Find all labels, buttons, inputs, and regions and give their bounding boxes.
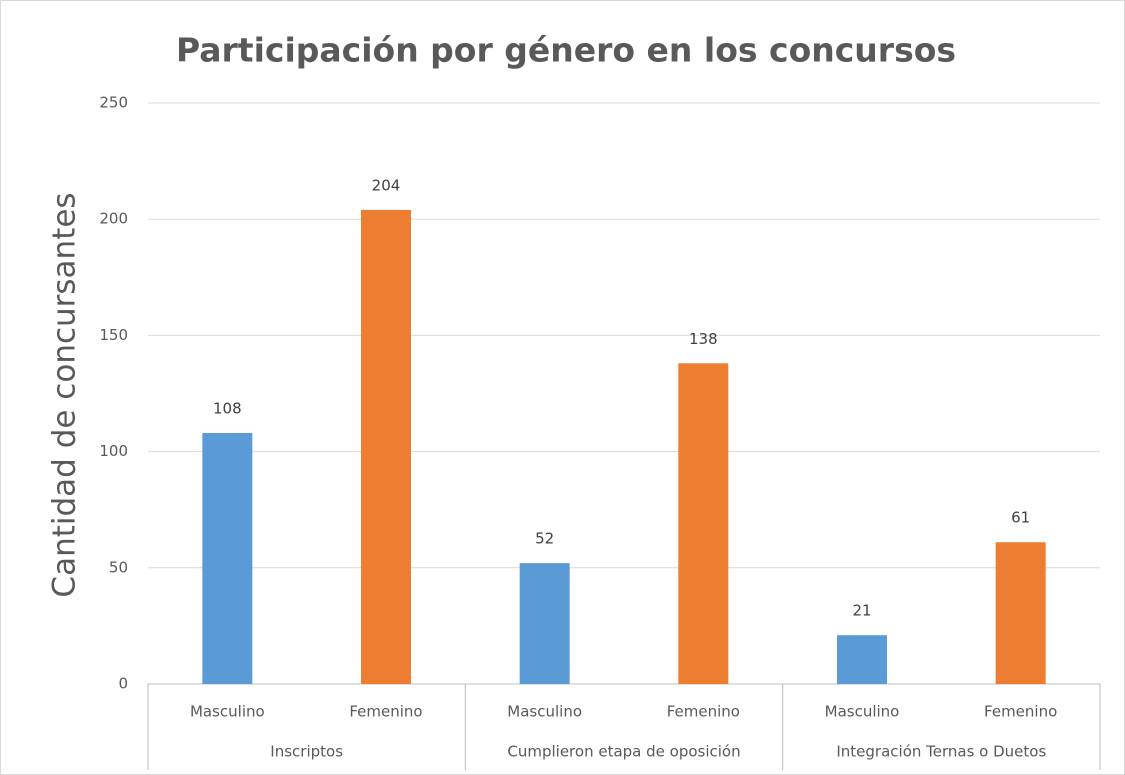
data-label: 61 (1011, 509, 1030, 527)
chart-title: Participación por género en los concurso… (176, 31, 956, 70)
bar (995, 542, 1046, 684)
bar (519, 563, 570, 684)
y-tick-label: 150 (99, 326, 128, 344)
y-tick-label: 100 (99, 442, 128, 460)
data-label: 138 (689, 330, 718, 348)
x-tick-label: Femenino (349, 703, 422, 721)
data-label: 108 (213, 400, 242, 418)
group-label: Cumplieron etapa de oposición (507, 743, 740, 761)
y-tick-label: 200 (99, 210, 128, 228)
y-tick-label: 50 (109, 558, 128, 576)
group-label: Integración Ternas o Duetos (836, 743, 1046, 761)
x-tick-label: Femenino (984, 703, 1057, 721)
x-tick-label: Masculino (507, 703, 582, 721)
x-tick-label: Masculino (825, 703, 900, 721)
data-label: 52 (535, 530, 554, 548)
bar (361, 209, 411, 685)
y-tick-label: 0 (118, 675, 128, 693)
y-axis-label: Cantidad de concursantes (47, 192, 83, 597)
data-label: 204 (372, 176, 401, 194)
y-tick-label: 250 (99, 94, 128, 112)
x-tick-label: Femenino (667, 703, 740, 721)
bar (202, 433, 253, 684)
x-tick-label: Masculino (190, 703, 265, 721)
group-label: Inscriptos (270, 743, 343, 761)
bar (837, 635, 887, 684)
bar (678, 363, 729, 684)
data-label: 21 (852, 602, 871, 620)
